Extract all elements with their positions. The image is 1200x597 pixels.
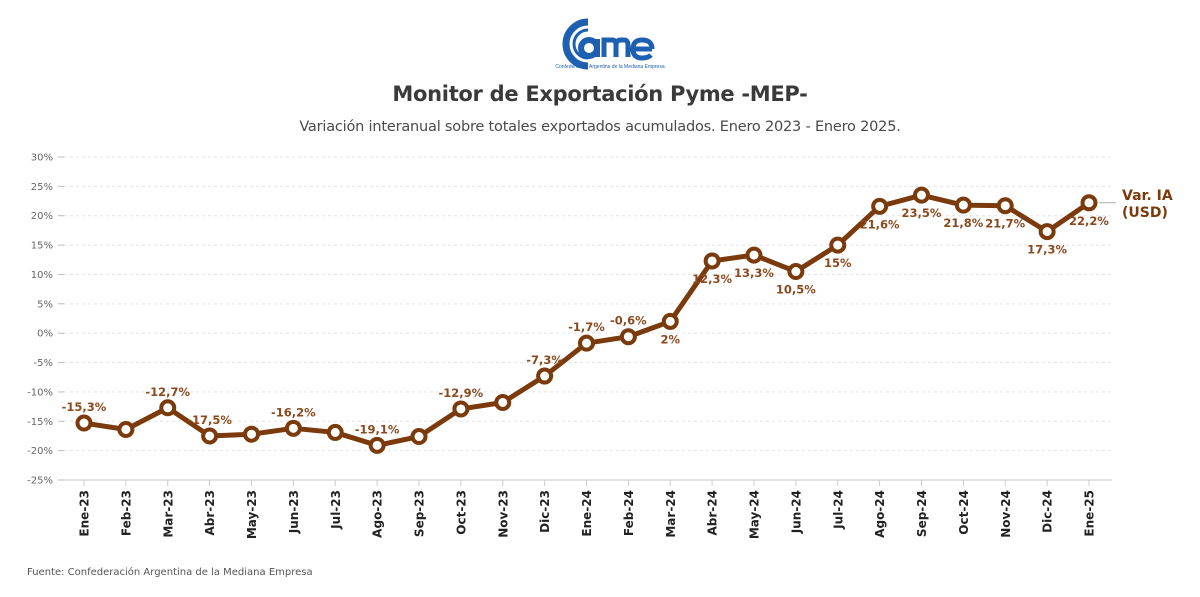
data-point xyxy=(159,399,177,417)
x-tick-label: Dic-24 xyxy=(1041,490,1055,533)
data-label: -7,3% xyxy=(526,353,563,367)
x-tick-label: May-24 xyxy=(748,490,762,539)
legend: Var. IA(USD) xyxy=(1099,188,1173,221)
x-tick-label: Sep-23 xyxy=(413,490,427,537)
data-label: -12,9% xyxy=(439,386,484,400)
data-point xyxy=(243,425,260,443)
data-point xyxy=(117,420,135,438)
y-axis: 30% 25% 20% 15% 10% 5% 0% -5% -10% -15% -20% -25% xyxy=(27,153,64,487)
x-tick-label: Nov-24 xyxy=(999,490,1013,538)
y-tick-label: 25% xyxy=(31,182,53,193)
data-point xyxy=(871,197,889,215)
x-tick-label: Ene-23 xyxy=(78,490,92,537)
logo-tagline: Confederación Argentina de la Mediana Em… xyxy=(555,64,665,70)
x-tick-label: Ene-24 xyxy=(580,490,594,537)
data-point xyxy=(452,400,470,418)
x-tick-label: May-23 xyxy=(245,490,259,539)
y-tick-label: 20% xyxy=(31,211,53,222)
data-label: 23,5% xyxy=(902,206,942,220)
data-label: 22,2% xyxy=(1069,214,1109,228)
data-point xyxy=(661,312,679,330)
x-tick-label: Oct-23 xyxy=(454,490,468,535)
x-tick-label: Nov-23 xyxy=(496,490,510,538)
data-point xyxy=(75,414,93,432)
data-label: 2% xyxy=(660,332,680,346)
data-label: 21,8% xyxy=(943,216,983,230)
x-tick-label: Ago-23 xyxy=(371,490,385,538)
x-tick-label: Dic-23 xyxy=(538,490,552,533)
y-tick-label: -10% xyxy=(27,387,53,398)
y-tick-label: -5% xyxy=(34,358,53,369)
source-note: Fuente: Confederación Argentina de la Me… xyxy=(27,567,313,578)
data-label: 12,3% xyxy=(692,272,732,286)
x-tick-label: Sep-24 xyxy=(915,490,929,537)
data-point xyxy=(996,197,1014,215)
y-tick-label: 15% xyxy=(31,241,53,252)
data-label: 13,3% xyxy=(734,266,774,280)
data-point xyxy=(494,393,512,411)
y-tick-label: -20% xyxy=(27,446,53,457)
data-label: -17,5% xyxy=(187,413,232,427)
data-label: 17,3% xyxy=(1027,243,1067,257)
data-point xyxy=(1080,194,1098,212)
data-label: -1,7% xyxy=(568,320,605,334)
data-label: -15,3% xyxy=(62,400,107,414)
data-point xyxy=(536,367,554,385)
x-tick-label: Jun-23 xyxy=(287,490,301,534)
x-tick-label: Feb-23 xyxy=(119,490,133,536)
data-point xyxy=(745,246,763,264)
data-point xyxy=(787,263,805,281)
y-tick-label: 0% xyxy=(37,329,53,340)
data-point xyxy=(619,328,637,346)
x-tick-label: Feb-24 xyxy=(622,490,636,536)
y-tick-label: -15% xyxy=(27,417,53,428)
x-tick-label: Jun-24 xyxy=(789,490,803,534)
data-label: 10,5% xyxy=(776,283,816,297)
y-tick-label: 5% xyxy=(37,299,53,310)
x-tick-label: Mar-23 xyxy=(161,490,175,538)
x-tick-label: Abr-24 xyxy=(706,490,720,535)
data-point xyxy=(201,427,219,445)
cme-logo xyxy=(562,18,655,70)
data-label: -16,2% xyxy=(271,405,316,419)
data-point xyxy=(326,423,344,441)
data-point xyxy=(284,419,302,437)
x-tick-label: Mar-24 xyxy=(664,490,678,538)
data-label: 21,6% xyxy=(860,217,900,231)
data-point xyxy=(954,196,972,214)
data-label: 21,7% xyxy=(985,217,1025,231)
data-point xyxy=(578,334,595,352)
data-point xyxy=(368,436,386,454)
data-labels: -15,3% -12,7% -17,5% -16,2% -19,1% -12,9% -7,3… xyxy=(62,206,1110,436)
x-tick-label: Jul-24 xyxy=(831,490,845,530)
x-tick-label: Oct-24 xyxy=(957,490,971,535)
data-point xyxy=(703,252,721,270)
x-tick-label: Ago-24 xyxy=(873,490,887,538)
grid-lines xyxy=(64,156,1112,481)
chart-subtitle: Variación interanual sobre totales expor… xyxy=(299,119,901,135)
data-point xyxy=(1038,223,1056,241)
legend-label: Var. IA xyxy=(1122,188,1173,204)
x-tick-label: Ene-25 xyxy=(1083,490,1097,537)
data-label: -12,7% xyxy=(145,385,190,399)
y-tick-label: -25% xyxy=(27,476,53,487)
data-label: 15% xyxy=(824,256,852,270)
y-tick-label: 30% xyxy=(31,153,53,164)
series-var-ia xyxy=(75,186,1098,454)
legend-label: (USD) xyxy=(1122,205,1168,221)
data-point xyxy=(829,236,847,254)
y-tick-label: 10% xyxy=(31,270,53,281)
data-point xyxy=(913,186,930,204)
chart-title: Monitor de Exportación Pyme -MEP- xyxy=(392,82,808,106)
data-point xyxy=(410,428,428,446)
data-label: -19,1% xyxy=(355,422,400,436)
x-tick-label: Abr-23 xyxy=(203,490,217,535)
data-label: -0,6% xyxy=(610,314,647,328)
x-tick-label: Jul-23 xyxy=(329,490,343,530)
x-axis: Ene-23 Feb-23 Mar-23 Abr-23 May-23 Jun-23 Jul-… xyxy=(78,480,1097,539)
